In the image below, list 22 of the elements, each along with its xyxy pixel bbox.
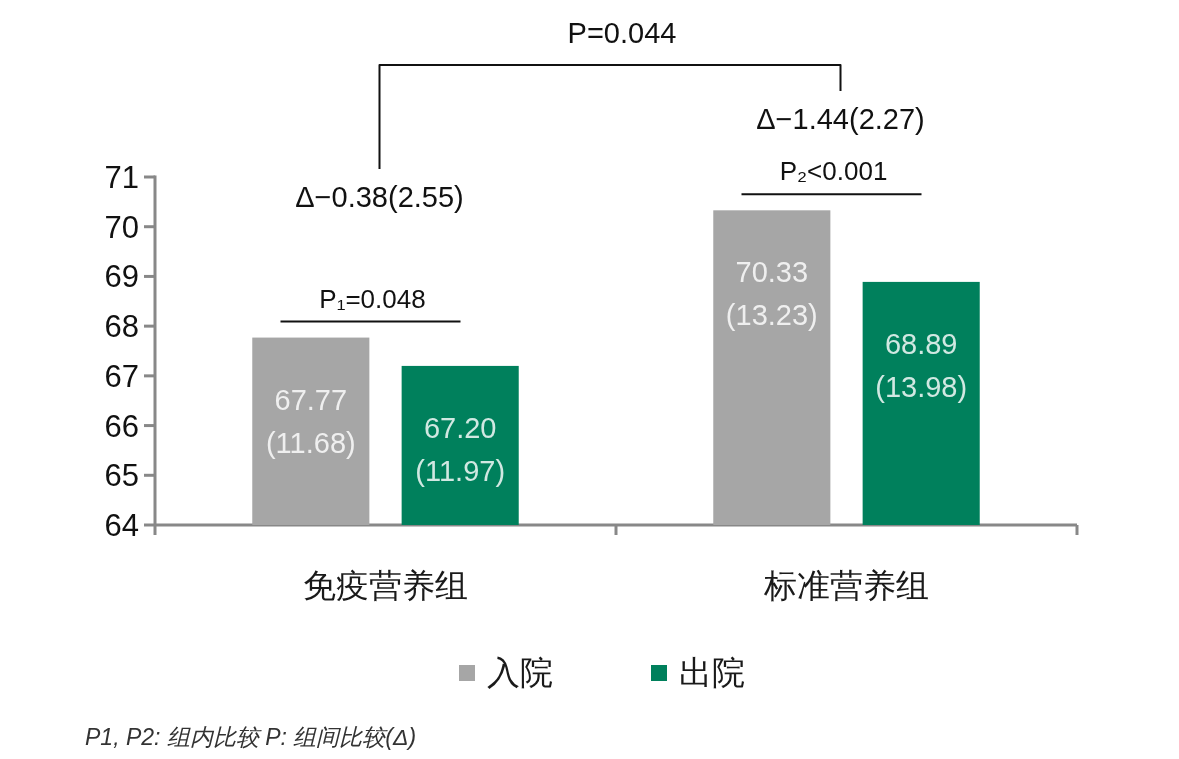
y-tick-label: 66 xyxy=(104,408,139,444)
y-tick-label: 65 xyxy=(104,458,139,494)
y-tick-label: 70 xyxy=(104,209,139,245)
data-label: 68.89 (13.98) xyxy=(875,327,968,403)
x-tick-label: 标准营养组 xyxy=(763,567,929,604)
y-tick-label: 64 xyxy=(104,508,139,543)
annotation: Δ−0.38(2.55) xyxy=(295,181,464,213)
annotation: P₁=0.048 xyxy=(319,283,426,314)
text: Δ−1.44(2.27) xyxy=(756,103,925,135)
data-label: 70.33 (13.23) xyxy=(725,256,818,332)
annotation: P₂<0.001 xyxy=(779,156,888,187)
text: P=0.044 xyxy=(567,17,677,49)
data-label: 67.77 (11.68) xyxy=(265,383,356,459)
y-tick-label: 67 xyxy=(104,358,139,394)
y-tick-label: 68 xyxy=(104,309,139,345)
legend-label: 入院 xyxy=(487,654,553,691)
data-label: 67.20 (11.97) xyxy=(415,411,506,487)
y-tick-label: 71 xyxy=(104,160,139,195)
x-tick-label: 免疫营养组 xyxy=(303,567,468,604)
legend-label: 出院 xyxy=(679,654,745,691)
text: P1, P2: 组内比较 P: 组间比较(Δ) xyxy=(85,724,417,750)
y-tick-label: 69 xyxy=(104,259,139,295)
